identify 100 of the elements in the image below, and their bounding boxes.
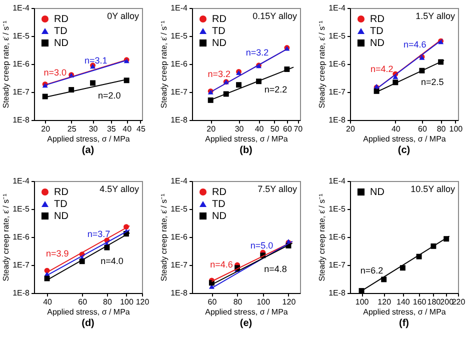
- x-tick-label: 50: [270, 124, 280, 134]
- series-label: n=4.0: [100, 256, 124, 266]
- x-tick-label: 60: [282, 124, 292, 134]
- x-tick-label: 30: [88, 124, 98, 134]
- legend-label: ND: [212, 211, 226, 222]
- y-tick-label: 1E-6: [328, 232, 346, 242]
- x-tick-label: 45: [136, 124, 146, 134]
- y-tick-label: 1E-5: [12, 204, 30, 214]
- x-tick-label: 80: [103, 298, 112, 306]
- y-tick-label: 1E-4: [170, 4, 188, 12]
- x-tick-label: 40: [254, 124, 264, 134]
- y-axis-title: Steady creep rate, ε̇ / s⁻¹: [2, 193, 11, 282]
- legend-label: RD: [212, 14, 226, 25]
- y-axis-title: Steady creep rate, ε̇ / s⁻¹: [160, 20, 169, 108]
- x-tick-label: 100: [256, 298, 271, 306]
- y-tick-label: 1E-8: [170, 288, 188, 298]
- x-tick-label: 180: [427, 298, 442, 306]
- x-tick-label: 80: [233, 298, 243, 306]
- x-tick-label: 40: [43, 298, 53, 306]
- y-tick-label: 1E-4: [12, 4, 30, 12]
- legend-label: ND: [370, 187, 384, 198]
- x-tick-label: 120: [136, 298, 150, 306]
- series-label: n=2.0: [98, 90, 121, 101]
- series-label: n=4.8: [264, 264, 287, 274]
- y-tick-label: 1E-5: [170, 32, 188, 40]
- series-label: n=4.2: [370, 64, 394, 74]
- y-tick-label: 1E-8: [12, 288, 30, 298]
- series-label: n=3.2: [246, 48, 269, 58]
- x-tick-label: 60: [78, 298, 88, 306]
- x-tick-label: 100: [449, 124, 464, 134]
- x-axis-title: Applied stress, σ / MPa: [363, 308, 446, 316]
- x-tick-label: 35: [106, 124, 116, 134]
- y-axis-title: Steady creep rate, ε̇ / s⁻¹: [318, 20, 327, 108]
- y-tick-label: 1E-6: [12, 232, 30, 242]
- x-tick-label: 120: [282, 298, 296, 306]
- y-tick-label: 1E-6: [170, 60, 188, 68]
- chart-title: 0.15Y alloy: [252, 11, 298, 21]
- x-tick-label: 20: [206, 124, 216, 134]
- y-tick-label: 1E-7: [328, 88, 346, 96]
- text: (f): [399, 318, 409, 329]
- legend-label: ND: [54, 211, 68, 222]
- y-tick-label: 1E-5: [328, 204, 346, 214]
- x-tick-label: 140: [396, 298, 410, 306]
- y-axis-title: Steady creep rate, ε̇ / s⁻¹: [160, 193, 169, 282]
- legend-label: RD: [54, 14, 68, 25]
- chart-title: 10.5Y alloy: [410, 184, 456, 194]
- x-tick-label: 60: [208, 298, 218, 306]
- x-tick-label: 160: [412, 298, 427, 306]
- y-tick-label: 1E-8: [328, 288, 346, 298]
- legend-label: TD: [212, 199, 226, 210]
- y-tick-label: 1E-7: [170, 260, 188, 270]
- x-tick-label: 60: [418, 124, 428, 134]
- x-tick-label: 25: [67, 124, 77, 134]
- y-tick-label: 1E-4: [328, 4, 346, 12]
- chart-title: 4.5Y alloy: [100, 184, 140, 194]
- text: (c): [398, 145, 410, 156]
- text: (b): [240, 145, 252, 156]
- series-label: n=3.9: [46, 248, 69, 258]
- y-tick-label: 1E-5: [170, 204, 188, 214]
- series-label: n=2.5: [421, 77, 444, 88]
- y-tick-label: 1E-6: [170, 232, 188, 242]
- x-axis-title: Applied stress, σ / MPa: [363, 134, 446, 144]
- legend-label: RD: [212, 187, 226, 198]
- series-label: n=5.0: [250, 240, 274, 251]
- y-axis-title: Steady creep rate, ε̇ / s⁻¹: [318, 193, 327, 282]
- x-tick-label: 20: [346, 124, 356, 134]
- y-axis-title: Steady creep rate, ε̇ / s⁻¹: [2, 20, 11, 108]
- y-tick-label: 1E-7: [328, 260, 346, 270]
- y-tick-label: 1E-8: [328, 116, 346, 124]
- legend-label: TD: [54, 199, 68, 210]
- y-tick-label: 1E-4: [12, 176, 30, 186]
- x-tick-label: 30: [234, 124, 244, 134]
- x-tick-label: 120: [378, 298, 392, 306]
- chart-title: 1.5Y alloy: [416, 11, 456, 21]
- x-tick-label: 70: [294, 124, 304, 134]
- series-label: n=4.6: [210, 259, 233, 270]
- y-tick-label: 1E-8: [12, 116, 30, 124]
- legend-label: TD: [54, 26, 68, 37]
- legend-label: ND: [212, 38, 226, 49]
- y-tick-label: 1E-6: [328, 60, 346, 68]
- y-tick-label: 1E-4: [170, 176, 188, 186]
- series-label: n=3.7: [87, 228, 110, 239]
- x-tick-label: 40: [391, 124, 401, 134]
- x-axis-title: Applied stress, σ / MPa: [47, 134, 130, 144]
- y-tick-label: 1E-7: [12, 88, 30, 96]
- x-tick-label: 80: [436, 124, 446, 134]
- x-axis-title: Applied stress, σ / MPa: [205, 308, 288, 316]
- series-label: n=3.1: [84, 55, 108, 66]
- legend-label: RD: [370, 14, 384, 25]
- legend-label: ND: [54, 38, 68, 49]
- x-axis-title: Applied stress, σ / MPa: [47, 308, 130, 316]
- y-tick-label: 1E-7: [12, 260, 30, 270]
- text: (e): [240, 318, 252, 329]
- legend-label: ND: [370, 38, 384, 49]
- x-axis-title: Applied stress, σ / MPa: [205, 134, 288, 144]
- series-label: n=4.6: [403, 39, 426, 50]
- legend-label: RD: [54, 187, 68, 198]
- y-tick-label: 1E-5: [12, 32, 30, 40]
- x-tick-label: 100: [355, 298, 370, 306]
- series-label: n=3.2: [208, 69, 231, 80]
